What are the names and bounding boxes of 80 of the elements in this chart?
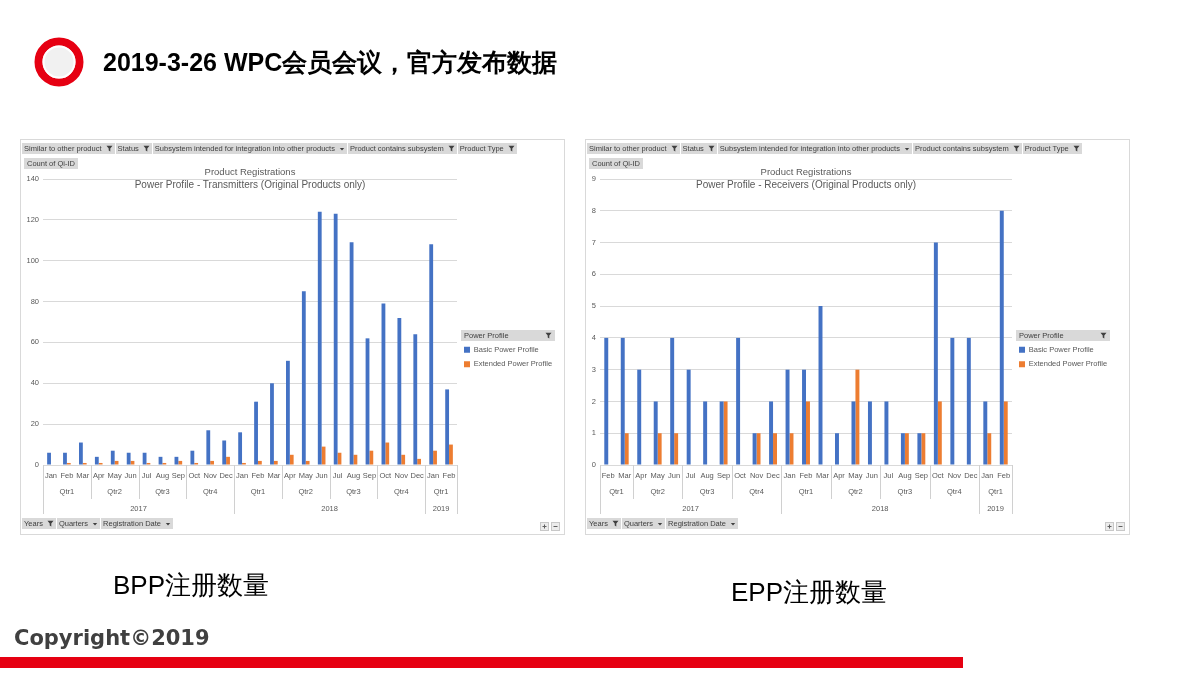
bar xyxy=(806,401,810,465)
bar xyxy=(867,401,872,465)
bar xyxy=(257,460,262,465)
bar xyxy=(429,244,434,465)
chart-title: Product Registrations xyxy=(760,166,852,178)
bar xyxy=(802,369,806,465)
chart-subtitle: Power Profile - Receivers (Original Products only) xyxy=(695,179,917,191)
bar xyxy=(921,433,926,465)
bar xyxy=(47,452,51,465)
bar xyxy=(78,442,83,465)
bar xyxy=(210,460,215,465)
bar xyxy=(385,442,390,465)
bar xyxy=(301,291,306,465)
bar xyxy=(238,432,243,465)
chart-title: Product Registrations xyxy=(204,166,296,178)
bar xyxy=(999,210,1004,465)
bar xyxy=(937,401,942,465)
text: Copyright©2019 xyxy=(14,625,210,651)
bar xyxy=(142,452,147,465)
bar xyxy=(305,460,310,465)
bar xyxy=(433,450,437,465)
bar xyxy=(769,401,774,465)
bar xyxy=(254,401,258,465)
bar xyxy=(206,430,211,465)
bar xyxy=(620,337,625,465)
bar xyxy=(110,450,115,465)
bar xyxy=(723,401,728,465)
bar xyxy=(835,433,839,465)
bar xyxy=(966,337,971,465)
text: BPP注册数量 xyxy=(113,570,270,600)
bar xyxy=(624,433,629,465)
bar xyxy=(900,433,905,465)
bar xyxy=(637,369,642,465)
bar xyxy=(674,433,679,465)
bar xyxy=(333,213,338,465)
bar xyxy=(63,452,67,465)
bar xyxy=(933,242,938,465)
text: 2019-3-26 WPC会员会议，官方发布数据 xyxy=(103,47,558,77)
bar xyxy=(983,401,988,465)
bar xyxy=(413,334,418,465)
chart-subtitle: Power Profile - Transmitters (Original Products only) xyxy=(134,179,366,191)
bar xyxy=(226,456,230,465)
bar xyxy=(270,383,274,465)
bar xyxy=(773,433,777,465)
bar xyxy=(222,440,227,465)
bar xyxy=(950,337,955,465)
bar xyxy=(178,460,183,465)
bar xyxy=(756,433,761,465)
bar xyxy=(884,401,889,465)
bar xyxy=(397,317,402,465)
bar xyxy=(686,369,691,465)
text: EPP注册数量 xyxy=(731,577,888,607)
bar xyxy=(317,211,322,465)
bar xyxy=(851,401,856,465)
bar xyxy=(987,433,992,465)
bar xyxy=(449,444,453,465)
bar xyxy=(904,433,909,465)
bar xyxy=(855,369,860,465)
bar xyxy=(417,458,422,465)
bar xyxy=(289,454,294,465)
bar xyxy=(126,452,131,465)
bar xyxy=(1003,401,1008,465)
bar xyxy=(785,369,790,465)
bar xyxy=(752,433,757,465)
bar xyxy=(719,401,724,465)
bar xyxy=(657,433,662,465)
bar xyxy=(369,450,374,465)
bar xyxy=(285,360,290,465)
bar xyxy=(917,433,922,465)
bar xyxy=(703,401,708,465)
bar xyxy=(736,337,741,465)
bar xyxy=(445,389,450,465)
bar xyxy=(670,337,675,465)
bar xyxy=(401,454,406,465)
bar xyxy=(604,337,609,465)
bar xyxy=(94,456,99,465)
bar xyxy=(349,242,354,465)
bar xyxy=(273,460,278,465)
bar xyxy=(190,450,195,465)
bar xyxy=(653,401,658,465)
